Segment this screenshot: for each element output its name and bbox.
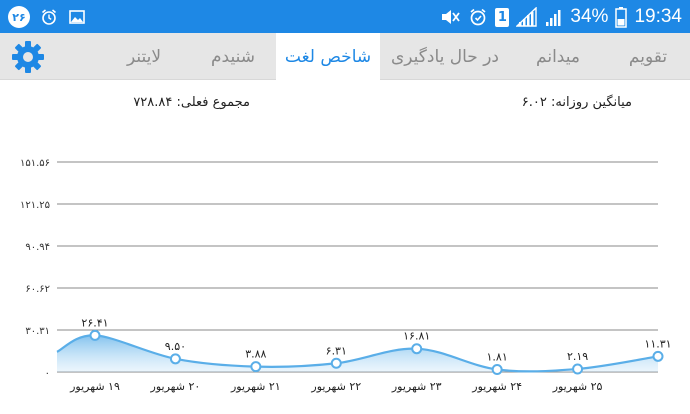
battery-percent: 34%	[570, 6, 609, 27]
total-current-stat: مجموع فعلی: ۷۲۸.۸۴	[133, 95, 250, 110]
status-bar: ۲۶ 1 34% 19:34	[0, 0, 690, 33]
tab-leitner[interactable]: لایتنر	[126, 46, 162, 67]
alarm-icon	[40, 8, 58, 26]
alarm-clock-icon	[468, 7, 488, 27]
chart-points	[89, 329, 664, 375]
y-tick-label: ۱۵۱.۵۶	[20, 158, 50, 169]
x-tick-label: ۲۰ شهریور	[150, 380, 201, 393]
mute-icon	[439, 6, 461, 28]
x-tick-label: ۲۱ شهریور	[230, 380, 281, 393]
data-label: ۱.۸۱	[487, 350, 508, 363]
tab-word-index[interactable]: شاخص لغت	[276, 33, 380, 80]
status-bar-left: ۲۶	[8, 5, 86, 29]
image-icon	[68, 8, 86, 26]
gear-icon	[12, 41, 44, 73]
daily-average-stat: میانگین روزانه: ۶.۰۲	[521, 95, 632, 110]
tab-calendar[interactable]: تقویم	[628, 46, 668, 67]
data-point[interactable]	[411, 343, 423, 355]
x-tick-label: ۲۳ شهریور	[391, 380, 442, 393]
y-tick-label: ۹۰.۹۴	[25, 242, 50, 253]
data-label: ۱۶.۸۱	[403, 330, 430, 343]
battery-icon	[615, 6, 628, 28]
data-point[interactable]	[572, 363, 584, 375]
word-index-chart: ۱۵۱.۵۶ ۱۲۱.۲۵ ۹۰.۹۴ ۶۰.۶۲ ۳۰.۳۱ ۰ ۲۶.۴۱ ۹.۵۰ ۳.…	[20, 158, 672, 393]
settings-button[interactable]	[10, 39, 46, 75]
x-tick-label: ۱۹ شهریور	[69, 380, 120, 393]
data-point[interactable]	[169, 353, 181, 365]
data-point[interactable]	[330, 357, 342, 369]
tab-known[interactable]: میدانم	[536, 46, 580, 67]
tab-learning[interactable]: در حال یادگیری	[390, 46, 500, 67]
y-tick-label: ۶۰.۶۲	[25, 284, 50, 295]
data-label: ۳.۸۸	[245, 348, 266, 361]
data-point[interactable]	[652, 350, 664, 362]
x-tick-label: ۲۵ شهریور	[552, 380, 603, 393]
area-fill	[57, 335, 658, 372]
clock-time: 19:34	[634, 6, 682, 27]
data-point[interactable]	[491, 363, 503, 375]
signal-icon-secondary	[545, 7, 563, 27]
x-tick-label: ۲۲ شهریور	[310, 380, 361, 393]
y-tick-label: ۰	[45, 368, 50, 379]
y-tick-label: ۳۰.۳۱	[25, 326, 50, 337]
notification-count-badge: ۲۶	[8, 6, 30, 28]
chart-x-ticks: ۱۹ شهریور ۲۰ شهریور ۲۱ شهریور ۲۲ شهریور ۲۳ ش…	[69, 380, 602, 393]
sim-indicator: 1	[495, 7, 510, 27]
x-tick-label: ۲۴ شهریور	[471, 380, 522, 393]
chart-data-labels: ۲۶.۴۱ ۹.۵۰ ۳.۸۸ ۶.۳۱ ۱۶.۸۱ ۱.۸۱ ۲.۱۹ ۱۱.۳۱	[81, 316, 671, 363]
data-label: ۲۶.۴۱	[81, 316, 108, 329]
data-label: ۶.۳۱	[326, 344, 347, 357]
tab-bar: تقویم میدانم در حال یادگیری شاخص لغت شنی…	[0, 33, 690, 80]
data-label: ۲.۱۹	[567, 350, 588, 363]
signal-icon	[516, 7, 538, 27]
status-bar-right: 1 34% 19:34	[439, 4, 682, 30]
data-point[interactable]	[89, 329, 101, 341]
data-label: ۹.۵۰	[165, 340, 186, 353]
data-point[interactable]	[250, 361, 262, 373]
tab-heard[interactable]: شنیدم	[211, 46, 255, 67]
y-tick-label: ۱۲۱.۲۵	[20, 200, 50, 211]
data-label: ۱۱.۳۱	[644, 337, 671, 350]
